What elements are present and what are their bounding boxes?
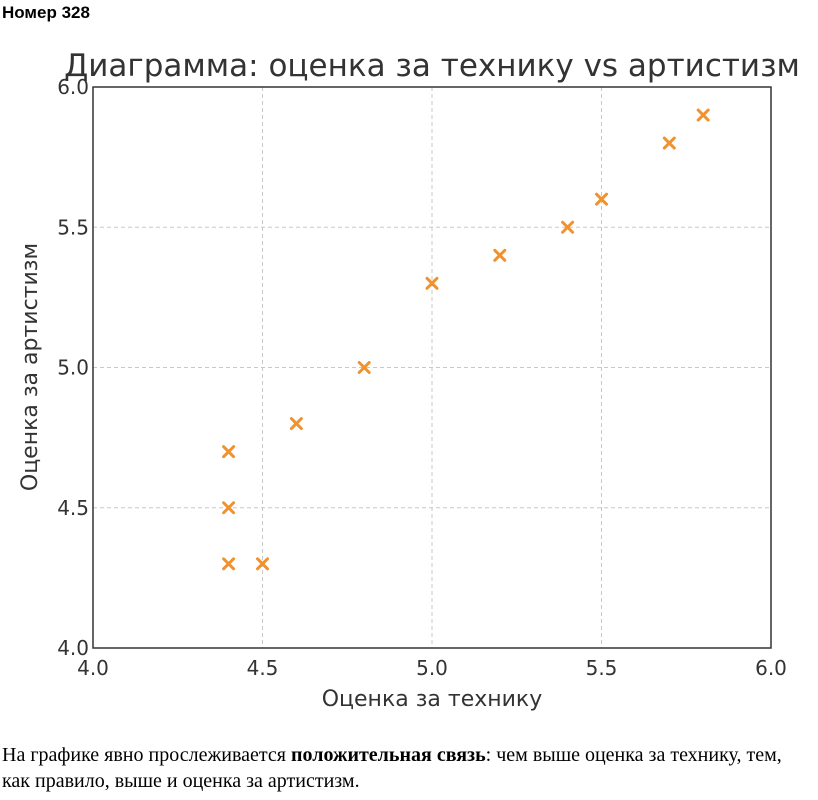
data-point — [595, 192, 608, 206]
data-point — [561, 220, 575, 234]
y-tick-label: 4.5 — [57, 496, 89, 520]
y-axis-label: Оценка за артистизм — [18, 243, 43, 491]
data-point — [357, 361, 371, 374]
conclusion-paragraph: На графике явно прослеживается положител… — [2, 742, 814, 794]
problem-number: Номер 328 — [2, 3, 90, 22]
x-tick-label: 4.0 — [77, 656, 109, 680]
text-part2: : чем выше оценка за технику, тем, как п… — [2, 744, 782, 792]
x-tick-label: 4.5 — [247, 656, 279, 680]
data-point — [222, 445, 236, 459]
x-tick-label: 6.0 — [755, 656, 787, 680]
y-tick-label: 4.0 — [57, 636, 89, 660]
data-point — [256, 557, 269, 571]
data-point — [289, 417, 303, 431]
y-tick-label: 5.0 — [57, 356, 89, 380]
x-tick-label: 5.0 — [416, 656, 448, 680]
y-tick-label: 6.0 — [57, 75, 89, 99]
axes-frame — [92, 86, 772, 649]
chart-title: Диаграмма: оценка за технику vs артистиз… — [64, 48, 800, 84]
text-part1: На графике явно прослеживается — [2, 744, 291, 766]
data-point — [662, 136, 676, 150]
scatter-chart: Диаграмма: оценка за технику vs артистиз… — [18, 48, 800, 712]
text-bold: положительная связь — [290, 744, 486, 766]
x-tick-label: 5.5 — [586, 656, 618, 680]
data-point — [493, 248, 507, 262]
y-tick-label: 5.5 — [57, 215, 89, 239]
x-axis-label: Оценка за технику — [322, 687, 543, 712]
data-point — [222, 501, 236, 515]
data-point — [696, 108, 710, 122]
data-point — [222, 557, 236, 571]
data-point — [425, 276, 439, 290]
